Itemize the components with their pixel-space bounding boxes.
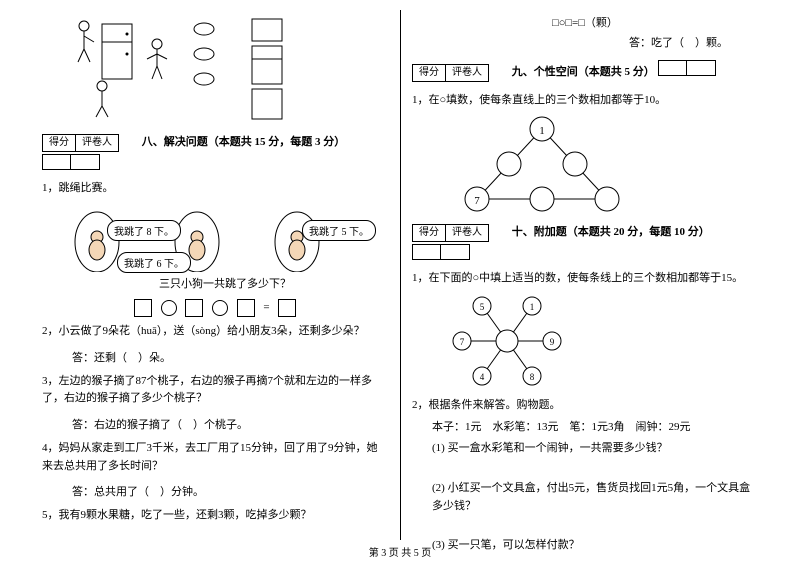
svg-text:4: 4: [480, 372, 485, 382]
score-blank[interactable]: [413, 245, 441, 259]
score-row-8: 得分 评卷人 八、解决问题（本题共 15 分，每题 3 分）: [42, 128, 388, 174]
a8-4: 答：总共用了（ ）分钟。: [42, 483, 388, 499]
marker-label: 评卷人: [446, 65, 488, 81]
section-10-title: 十、附加题（本题共 20 分，每题 10 分）: [512, 223, 710, 239]
dog2-bubble: 我跳了 6 下。: [117, 252, 191, 273]
eq-small: □○□=□（颗）: [412, 14, 758, 30]
dog1-bubble: 我跳了 8 下。: [107, 220, 181, 241]
star-diagram: 5 1 9 8 4 7: [442, 291, 758, 391]
blank-circle[interactable]: [212, 300, 228, 316]
q10-2-1: (1) 买一盒水彩笔和一个闹钟，一共需要多少钱？: [412, 440, 758, 458]
score-row-10: 得分 评卷人 十、附加题（本题共 20 分，每题 10 分）: [412, 218, 758, 264]
blank-circle[interactable]: [161, 300, 177, 316]
q8-5: 5，我有9颗水果糖，吃了一些，还剩3颗，吃掉多少颗？: [42, 507, 388, 525]
q10-2: 2，根据条件来解答。购物题。: [412, 397, 758, 415]
svg-text:1: 1: [539, 125, 545, 137]
blank-square[interactable]: [134, 299, 152, 317]
q8-1: 1，跳绳比赛。: [42, 180, 388, 198]
q8-2: 2，小云做了9朵花（huā），送（sòng）给小朋友3朵，还剩多少朵？: [42, 323, 388, 341]
svg-text:5: 5: [480, 302, 485, 312]
q10-2-3: (3) 买一只笔，可以怎样付款？: [412, 537, 758, 555]
a8-2: 答：还剩（ ）朵。: [42, 349, 388, 365]
svg-text:9: 9: [550, 337, 555, 347]
blank-square[interactable]: [237, 299, 255, 317]
marker-label: 评卷人: [446, 225, 488, 241]
blank-square[interactable]: [185, 299, 203, 317]
top-illustration: [42, 14, 388, 124]
a8-3: 答：右边的猴子摘了（ ）个桃子。: [42, 416, 388, 432]
svg-text:8: 8: [530, 372, 535, 382]
svg-text:1: 1: [530, 302, 535, 312]
equation-blanks: =: [42, 299, 388, 317]
dogs-illustration: 我跳了 8 下。 我跳了 6 下。 我跳了 5 下。: [62, 202, 388, 272]
q10-2-items: 本子：1元 水彩笔：13元 笔：1元3角 闹钟：29元: [412, 419, 758, 437]
svg-text:7: 7: [460, 337, 465, 347]
score-blank[interactable]: [43, 155, 71, 169]
q8-3: 3，左边的猴子摘了87个桃子，右边的猴子再摘7个就和左边的一样多了，右边的猴子摘…: [42, 373, 388, 408]
q9-1: 1，在○填数，使每条直线上的三个数相加都等于10。: [412, 92, 758, 110]
a8-5: 答：吃了（ ）颗。: [412, 34, 728, 50]
blank-square[interactable]: [278, 299, 296, 317]
left-column: 得分 评卷人 八、解决问题（本题共 15 分，每题 3 分） 1，跳绳比赛。: [30, 10, 400, 530]
svg-text:7: 7: [474, 195, 480, 207]
score-blank[interactable]: [659, 61, 687, 75]
score-row-9: 得分 评卷人 九、个性空间（本题共 5 分）: [412, 58, 758, 86]
dogs-question: 三只小狗一共跳了多少下？: [42, 276, 388, 294]
score-label: 得分: [413, 65, 446, 81]
marker-label: 评卷人: [76, 135, 118, 151]
right-column: □○□=□（颗） 答：吃了（ ）颗。 得分 评卷人 九、个性空间（本题共 5 分…: [400, 10, 770, 530]
q8-4: 4，妈妈从家走到工厂3千米，去工厂用了15分钟，回了用了9分钟，她来去总共用了多…: [42, 440, 388, 475]
score-label: 得分: [43, 135, 76, 151]
marker-blank[interactable]: [441, 245, 469, 259]
dog3-bubble: 我跳了 5 下。: [302, 220, 376, 241]
section-9-title: 九、个性空间（本题共 5 分）: [512, 63, 655, 79]
triangle-diagram: 1 7: [452, 114, 758, 214]
marker-blank[interactable]: [687, 61, 715, 75]
marker-blank[interactable]: [71, 155, 99, 169]
q10-1: 1，在下面的○中填上适当的数，使每条线上的三个数相加都等于15。: [412, 270, 758, 288]
q10-2-2: (2) 小红买一个文具盒，付出5元，售货员找回1元5角，一个文具盒多少钱？: [412, 480, 758, 515]
score-label: 得分: [413, 225, 446, 241]
section-8-title: 八、解决问题（本题共 15 分，每题 3 分）: [142, 133, 346, 149]
